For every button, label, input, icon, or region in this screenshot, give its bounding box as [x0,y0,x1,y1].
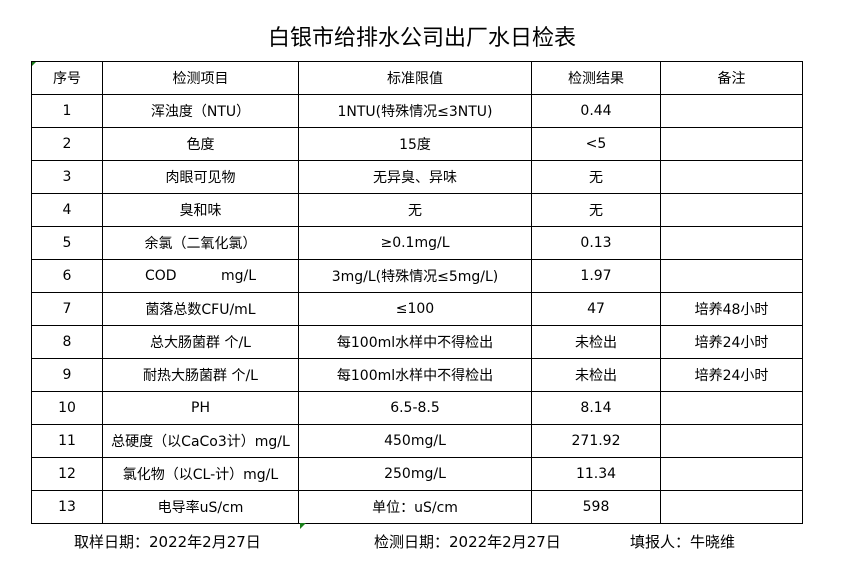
item-name-cell[interactable]: 浑浊度（NTU） [102,94,299,128]
standard-limit-cell[interactable]: 3mg/L(特殊情况≤5mg/L) [298,259,532,293]
reporter: 填报人：牛晓维 [630,533,736,551]
test-result-cell[interactable]: 47 [531,292,661,326]
test-result-cell[interactable]: 0.44 [531,94,661,128]
standard-limit-cell[interactable]: 1NTU(特殊情况≤3NTU) [298,94,532,128]
row-number-cell[interactable]: 2 [31,127,103,161]
standard-limit-cell[interactable]: 250mg/L [298,457,532,491]
test-result-cell[interactable]: 未检出 [531,358,661,392]
header-row: 序号 检测项目 标准限值 检测结果 备注 [31,61,803,95]
standard-limit-cell[interactable]: 450mg/L [298,424,532,458]
test-result-cell[interactable]: 1.97 [531,259,661,293]
row-number-cell[interactable]: 9 [31,358,103,392]
remark-cell[interactable] [660,160,803,194]
table-row: 13 电导率uS/cm 单位：uS/cm 598 [31,490,803,524]
test-result-cell[interactable]: 8.14 [531,391,661,425]
remark-cell[interactable]: 培养24小时 [660,358,803,392]
header-cell[interactable]: 标准限值 [298,61,532,95]
table-row: 10 PH 6.5-8.5 8.14 [31,391,803,425]
row-number-cell[interactable]: 8 [31,325,103,359]
row-number-cell[interactable]: 7 [31,292,103,326]
page-title: 白银市给排水公司出厂水日检表 [267,26,576,51]
table-row: 11 总硬度（以CaCo3计）mg/L 450mg/L 271.92 [31,424,803,458]
item-name-cell[interactable]: 色度 [102,127,299,161]
row-number-cell[interactable]: 1 [31,94,103,128]
item-name-cell[interactable]: COD mg/L [102,259,299,293]
standard-limit-cell[interactable]: 无异臭、异味 [298,160,532,194]
test-result-cell[interactable]: <5 [531,127,661,161]
sample-date: 取样日期：2022年2月27日 [74,533,261,551]
test-result-cell[interactable]: 未检出 [531,325,661,359]
standard-limit-cell[interactable]: 每100ml水样中不得检出 [298,325,532,359]
test-result-cell[interactable]: 0.13 [531,226,661,260]
remark-cell[interactable] [660,457,803,491]
table-row: 8 总大肠菌群 个/L 每100ml水样中不得检出 未检出 培养24小时 [31,325,803,359]
item-name-cell[interactable]: 总大肠菌群 个/L [102,325,299,359]
row-number-cell[interactable]: 5 [31,226,103,260]
row-number-cell[interactable]: 6 [31,259,103,293]
table-row: 7 菌落总数CFU/mL ≤100 47 培养48小时 [31,292,803,326]
standard-limit-cell[interactable]: 15度 [298,127,532,161]
remark-cell[interactable]: 培养48小时 [660,292,803,326]
test-result-cell[interactable]: 271.92 [531,424,661,458]
cell-comment-marker [300,523,306,529]
remark-cell[interactable] [660,127,803,161]
standard-limit-cell[interactable]: 每100ml水样中不得检出 [298,358,532,392]
table-row: 2 色度 15度 <5 [31,127,803,161]
item-name-cell[interactable]: 总硬度（以CaCo3计）mg/L [102,424,299,458]
table-row: 6 COD mg/L 3mg/L(特殊情况≤5mg/L) 1.97 [31,259,803,293]
remark-cell[interactable] [660,424,803,458]
table-row: 12 氯化物（以CL-计）mg/L 250mg/L 11.34 [31,457,803,491]
item-name-cell[interactable]: 氯化物（以CL-计）mg/L [102,457,299,491]
remark-cell[interactable] [660,490,803,524]
item-name-cell[interactable]: 余氯（二氧化氯） [102,226,299,260]
test-result-cell[interactable]: 11.34 [531,457,661,491]
test-result-cell[interactable]: 无 [531,160,661,194]
remark-cell[interactable]: 培养24小时 [660,325,803,359]
row-number-cell[interactable]: 3 [31,160,103,194]
header-cell[interactable]: 检测结果 [531,61,661,95]
remark-cell[interactable] [660,193,803,227]
standard-limit-cell[interactable]: ≥0.1mg/L [298,226,532,260]
test-result-cell[interactable]: 无 [531,193,661,227]
standard-limit-cell[interactable]: ≤100 [298,292,532,326]
remark-cell[interactable] [660,259,803,293]
item-name-cell[interactable]: 菌落总数CFU/mL [102,292,299,326]
remark-cell[interactable] [660,391,803,425]
remark-cell[interactable] [660,226,803,260]
header-cell[interactable]: 检测项目 [102,61,299,95]
table-row: 5 余氯（二氧化氯） ≥0.1mg/L 0.13 [31,226,803,260]
row-number-cell[interactable]: 13 [31,490,103,524]
table-row: 4 臭和味无无 [31,193,803,227]
item-name-cell[interactable]: PH [102,391,299,425]
row-number-cell[interactable]: 11 [31,424,103,458]
remark-cell[interactable] [660,94,803,128]
item-name-cell[interactable]: 电导率uS/cm [102,490,299,524]
header-cell[interactable]: 序号 [31,61,103,95]
standard-limit-cell[interactable]: 无 [298,193,532,227]
row-number-cell[interactable]: 4 [31,193,103,227]
table-row: 9 耐热大肠菌群 个/L 每100ml水样中不得检出 未检出 培养24小时 [31,358,803,392]
inspection-table: 序号 检测项目 标准限值 检测结果 备注 1 浑浊度（NTU） 1NTU(特殊情况≤… [31,61,803,524]
standard-limit-cell[interactable]: 单位：uS/cm [298,490,532,524]
item-name-cell[interactable]: 耐热大肠菌群 个/L [102,358,299,392]
standard-limit-cell[interactable]: 6.5-8.5 [298,391,532,425]
test-result-cell[interactable]: 598 [531,490,661,524]
table-row: 3 肉眼可见物 无异臭、异味无 [31,160,803,194]
row-number-cell[interactable]: 12 [31,457,103,491]
test-date: 检测日期：2022年2月27日 [374,533,561,551]
header-cell[interactable]: 备注 [660,61,803,95]
table-row: 1 浑浊度（NTU） 1NTU(特殊情况≤3NTU) 0.44 [31,94,803,128]
item-name-cell[interactable]: 肉眼可见物 [102,160,299,194]
row-number-cell[interactable]: 10 [31,391,103,425]
item-name-cell[interactable]: 臭和味 [102,193,299,227]
